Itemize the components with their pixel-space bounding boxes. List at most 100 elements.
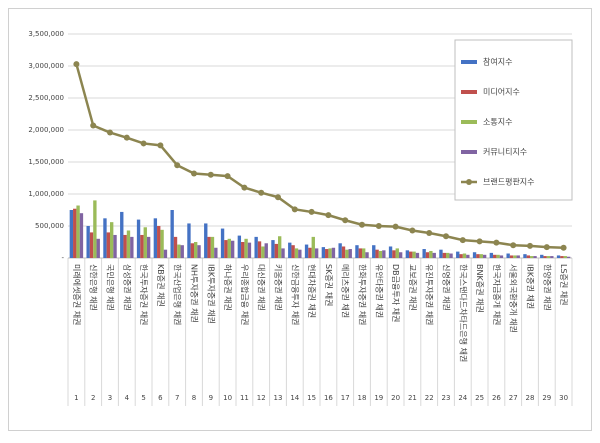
bar	[123, 234, 127, 258]
bar	[298, 249, 302, 258]
bar	[173, 236, 178, 258]
bar	[180, 245, 184, 258]
line-marker	[476, 238, 483, 245]
rank-label: 27	[509, 394, 518, 402]
x-tick-label: 서울외국환중개 채권	[509, 264, 519, 333]
x-tick-label: BNK증권 채권	[475, 264, 485, 313]
x-tick-label: 한양증권 채권	[542, 264, 552, 311]
y-tick-label: 1,000,000	[28, 190, 64, 198]
bar	[304, 244, 309, 258]
bar	[459, 254, 463, 258]
bar	[291, 245, 295, 258]
bar	[96, 238, 100, 258]
bar	[546, 256, 551, 258]
line-marker	[510, 242, 517, 249]
x-tick-label: SK증권 채권	[324, 264, 334, 306]
line-marker	[543, 244, 550, 251]
bar	[163, 249, 168, 258]
rank-label: 21	[408, 394, 417, 402]
bar	[143, 227, 147, 258]
line-marker	[359, 221, 365, 228]
rank-label: 13	[274, 394, 283, 402]
bar	[207, 236, 211, 258]
bar	[187, 223, 191, 258]
bar	[425, 252, 430, 258]
bar	[79, 213, 84, 258]
legend-swatch	[461, 60, 477, 64]
rank-label: 26	[492, 394, 501, 402]
bar	[254, 236, 258, 258]
bar	[365, 252, 369, 258]
bar	[526, 255, 530, 258]
legend-swatch	[461, 150, 477, 154]
bar	[214, 247, 218, 258]
line-marker	[291, 206, 298, 213]
bar	[392, 250, 396, 258]
bar	[281, 248, 285, 258]
rank-label: 8	[192, 394, 196, 402]
x-tick-label: 키움증권 채권	[274, 264, 284, 311]
bar	[489, 252, 494, 258]
y-tick-label: -	[61, 254, 64, 262]
bar	[398, 252, 403, 258]
bar	[388, 246, 393, 258]
y-tick-label: 3,000,000	[28, 62, 64, 70]
x-tick-label: 교보증권 채권	[408, 264, 418, 311]
x-tick-label: 메리츠증권 채권	[341, 264, 351, 318]
line-marker	[275, 194, 281, 201]
bar	[126, 230, 131, 258]
bar	[120, 211, 124, 258]
bar	[103, 218, 107, 258]
legend-swatch-marker	[466, 179, 472, 185]
bar	[93, 200, 97, 258]
x-tick-label: 삼성증권 채권	[122, 264, 132, 311]
bar	[449, 253, 453, 258]
x-tick-label: 미래에셋증권 채권	[72, 264, 82, 325]
rank-label: 30	[559, 394, 568, 402]
x-tick-label: NH투자증권 채권	[190, 264, 200, 323]
x-tick-label: 대신증권 채권	[257, 264, 267, 311]
bar	[321, 247, 326, 258]
line-marker	[191, 170, 197, 177]
x-tick-label: 유진투자증권 채권	[425, 264, 435, 325]
line-marker	[123, 134, 130, 141]
bar	[409, 251, 413, 258]
bar	[479, 254, 483, 258]
line-marker	[107, 129, 113, 136]
bar	[110, 222, 114, 258]
line-marker	[140, 140, 147, 147]
bar	[523, 254, 527, 258]
bar	[73, 208, 77, 258]
rank-label: 6	[158, 394, 163, 402]
bar	[456, 251, 460, 258]
rank-label: 10	[223, 394, 232, 402]
line-marker	[224, 173, 231, 180]
bar	[190, 243, 194, 258]
bar	[362, 248, 366, 258]
bar	[499, 255, 504, 258]
rank-label: 14	[290, 394, 299, 402]
bar	[543, 256, 547, 258]
bar	[325, 249, 329, 258]
bar	[220, 228, 225, 258]
bar	[247, 242, 252, 258]
bar	[194, 242, 198, 258]
bar	[509, 255, 514, 258]
bar	[89, 232, 94, 258]
bar	[257, 241, 262, 258]
line-marker	[258, 189, 265, 196]
y-tick-label: 500,000	[35, 222, 64, 230]
bar	[328, 248, 332, 258]
bar	[331, 247, 336, 258]
line-marker	[527, 242, 533, 249]
rank-label: 22	[425, 394, 434, 402]
bar	[288, 242, 292, 258]
bar	[157, 226, 161, 258]
legend-swatch	[461, 90, 477, 94]
rank-label: 17	[341, 394, 350, 402]
rank-label: 3	[108, 394, 112, 402]
rank-label: 7	[175, 394, 179, 402]
bar	[560, 256, 564, 258]
bar	[446, 252, 450, 258]
